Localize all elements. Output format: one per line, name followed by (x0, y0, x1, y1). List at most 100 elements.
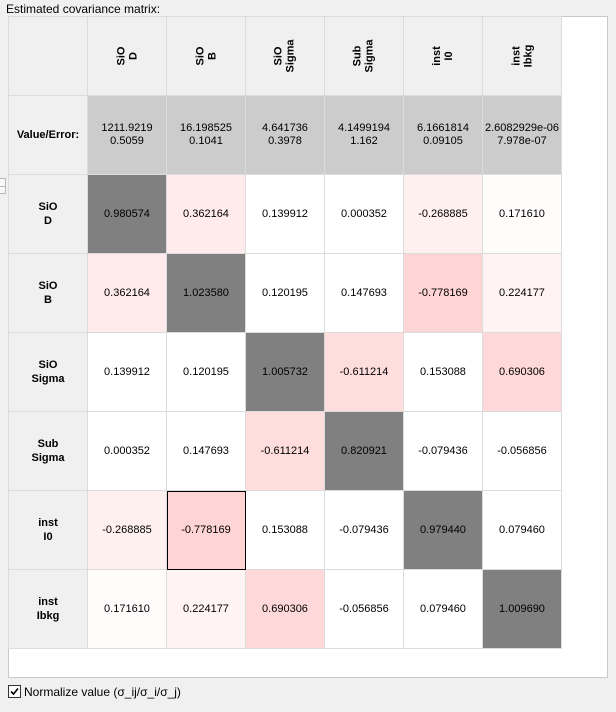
column-header-line2: B (205, 52, 218, 60)
row-header: Sub Sigma (8, 411, 88, 491)
column-header-line2: Sigma (284, 39, 297, 73)
row-header: SiO B (8, 253, 88, 333)
matrix-cell[interactable]: -0.778169 (403, 253, 483, 333)
row-header-line1: SiO (38, 280, 58, 292)
matrix-cell[interactable]: -0.611214 (245, 411, 325, 491)
param-value: 6.1661814 (417, 122, 469, 134)
matrix-cell[interactable]: 0.979440 (403, 490, 483, 570)
matrix-cell[interactable]: 0.153088 (403, 332, 483, 412)
value-error-cell[interactable]: 2.6082929e-06 7.978e-07 (482, 95, 562, 175)
column-header-line1: SiO (114, 46, 127, 66)
param-value: 1211.9219 (101, 122, 153, 134)
row-header-line1: SiO (38, 201, 58, 213)
column-header-line1: inst (431, 46, 443, 66)
column-header-line2: I0 (443, 51, 455, 61)
matrix-cell[interactable]: 0.120195 (245, 253, 325, 333)
value-error-cell[interactable]: 16.198525 0.1041 (166, 95, 246, 175)
matrix-cell[interactable]: -0.268885 (87, 490, 167, 570)
matrix-row: SiO B 0.362164 1.023580 0.120195 0.147693 -0.7… (8, 253, 562, 333)
column-header-line1: SiO (272, 46, 285, 66)
param-error: 0.5059 (110, 135, 144, 147)
matrix-row: SiO Sigma 0.139912 0.120195 1.005732 -0.61121… (8, 332, 562, 412)
matrix-cell[interactable]: 0.690306 (245, 569, 325, 649)
column-header-line1: SiO (193, 46, 206, 66)
matrix-cell[interactable]: 0.120195 (166, 332, 246, 412)
matrix-cell[interactable]: 0.000352 (87, 411, 167, 491)
value-error-cell[interactable]: 4.1499194 1.162 (324, 95, 404, 175)
row-header-line2: Ibkg (36, 610, 60, 622)
matrix-cell[interactable]: -0.079436 (403, 411, 483, 491)
matrix-cell[interactable]: 0.139912 (87, 332, 167, 412)
matrix-cell[interactable]: 0.171610 (87, 569, 167, 649)
matrix-cell[interactable]: -0.778169 (166, 490, 246, 570)
matrix-row: SiO D 0.980574 0.362164 0.139912 0.000352 -0.2… (8, 174, 562, 254)
value-error-cell[interactable]: 4.641736 0.3978 (245, 95, 325, 175)
row-header-line1: SiO (38, 359, 58, 371)
param-value: 16.198525 (180, 122, 232, 134)
column-header: inst I0 (403, 16, 483, 96)
column-header-label: Sub Sigma (352, 39, 376, 72)
matrix-cell[interactable]: 0.153088 (245, 490, 325, 570)
splitter-handle[interactable] (0, 178, 6, 194)
matrix-cell[interactable]: 0.362164 (87, 253, 167, 333)
matrix-cell[interactable]: -0.056856 (482, 411, 562, 491)
row-header: SiO D (8, 174, 88, 254)
column-header-line2: D (126, 52, 139, 60)
row-header-line2: I0 (43, 531, 53, 543)
matrix-cell[interactable]: 0.139912 (245, 174, 325, 254)
matrix-cell[interactable]: 0.147693 (324, 253, 404, 333)
row-header: inst I0 (8, 490, 88, 570)
matrix-cell[interactable]: 0.079460 (482, 490, 562, 570)
matrix-cell[interactable]: 0.980574 (87, 174, 167, 254)
column-header-label: inst I0 (431, 46, 455, 66)
matrix-cell[interactable]: -0.611214 (324, 332, 404, 412)
matrix-cell[interactable]: 0.171610 (482, 174, 562, 254)
matrix-cell[interactable]: 0.224177 (482, 253, 562, 333)
column-header: SiO D (87, 16, 167, 96)
row-header-line1: inst (38, 596, 58, 608)
row-header: SiO Sigma (8, 332, 88, 412)
matrix-cell[interactable]: 0.362164 (166, 174, 246, 254)
side-strip (0, 16, 7, 662)
column-header-label: SiO Sigma (273, 39, 297, 72)
matrix-cell[interactable]: -0.079436 (324, 490, 404, 570)
value-error-cell[interactable]: 6.1661814 0.09105 (403, 95, 483, 175)
param-value: 4.1499194 (338, 122, 390, 134)
matrix-cell[interactable]: 0.224177 (166, 569, 246, 649)
matrix-cell[interactable]: -0.268885 (403, 174, 483, 254)
matrix-cell[interactable]: -0.056856 (324, 569, 404, 649)
matrix-cell[interactable]: 1.023580 (166, 253, 246, 333)
param-error: 0.1041 (189, 135, 223, 147)
matrix-cell[interactable]: 0.079460 (403, 569, 483, 649)
matrix-row: Sub Sigma 0.000352 0.147693 -0.611214 0.82092… (8, 411, 562, 491)
matrix-cell[interactable]: 0.147693 (166, 411, 246, 491)
matrix-cell[interactable]: 0.820921 (324, 411, 404, 491)
row-header-line1: inst (38, 517, 58, 529)
value-error-header: Value/Error: (8, 95, 88, 175)
matrix-title: Estimated covariance matrix: (6, 2, 161, 16)
row-header-line1: Sub (37, 438, 59, 450)
column-header-label: inst Ibkg (510, 45, 534, 68)
normalize-checkbox[interactable] (8, 685, 21, 698)
matrix-cell[interactable]: 1.005732 (245, 332, 325, 412)
param-error: 0.3978 (268, 135, 302, 147)
column-header-line1: inst (510, 46, 522, 66)
column-header-row: SiO D SiO B SiO Sigma Sub Sigma inst I0 inst Ibkg (8, 16, 562, 96)
column-header-label: SiO D (115, 47, 139, 66)
column-header-label: SiO B (194, 47, 218, 66)
column-header: SiO B (166, 16, 246, 96)
matrix-cell[interactable]: 1.009690 (482, 569, 562, 649)
matrix-cell[interactable]: 0.690306 (482, 332, 562, 412)
matrix-cell[interactable]: 0.000352 (324, 174, 404, 254)
covariance-table: SiO D SiO B SiO Sigma Sub Sigma inst I0 inst Ibkg V… (8, 16, 562, 649)
normalize-label[interactable]: Normalize value (σ_ij/σ_i/σ_j) (24, 685, 181, 699)
value-error-cell[interactable]: 1211.9219 0.5059 (87, 95, 167, 175)
row-header-line2: Sigma (31, 452, 65, 464)
row-header-line2: D (44, 215, 52, 227)
param-error: 1.162 (350, 135, 378, 147)
corner-cell (8, 16, 88, 96)
row-header-line2: B (44, 294, 52, 306)
column-header: Sub Sigma (324, 16, 404, 96)
row-header: inst Ibkg (8, 569, 88, 649)
param-value: 2.6082929e-06 (484, 122, 559, 134)
